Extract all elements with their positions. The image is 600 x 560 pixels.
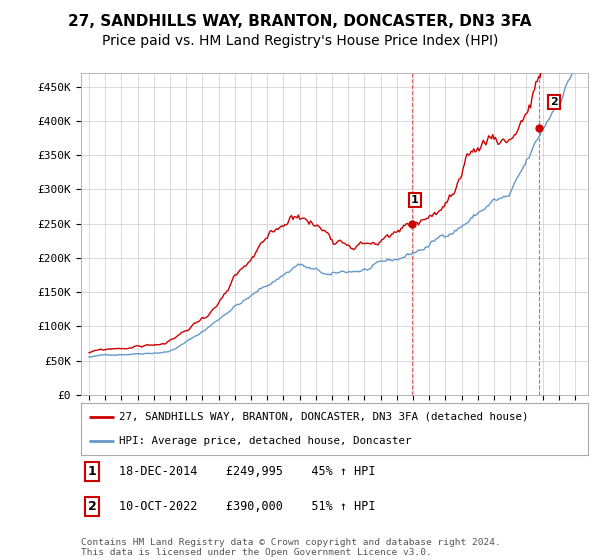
Text: 27, SANDHILLS WAY, BRANTON, DONCASTER, DN3 3FA (detached house): 27, SANDHILLS WAY, BRANTON, DONCASTER, D…: [119, 412, 529, 422]
Text: 18-DEC-2014    £249,995    45% ↑ HPI: 18-DEC-2014 £249,995 45% ↑ HPI: [119, 465, 376, 478]
Text: 27, SANDHILLS WAY, BRANTON, DONCASTER, DN3 3FA: 27, SANDHILLS WAY, BRANTON, DONCASTER, D…: [68, 14, 532, 29]
Text: Contains HM Land Registry data © Crown copyright and database right 2024.
This d: Contains HM Land Registry data © Crown c…: [81, 538, 501, 557]
Text: 1: 1: [411, 194, 419, 204]
Text: 10-OCT-2022    £390,000    51% ↑ HPI: 10-OCT-2022 £390,000 51% ↑ HPI: [119, 500, 376, 513]
Text: HPI: Average price, detached house, Doncaster: HPI: Average price, detached house, Donc…: [119, 436, 412, 446]
Text: 2: 2: [550, 96, 557, 106]
Text: Price paid vs. HM Land Registry's House Price Index (HPI): Price paid vs. HM Land Registry's House …: [102, 34, 498, 48]
Text: 2: 2: [88, 500, 97, 513]
Text: 1: 1: [88, 465, 97, 478]
